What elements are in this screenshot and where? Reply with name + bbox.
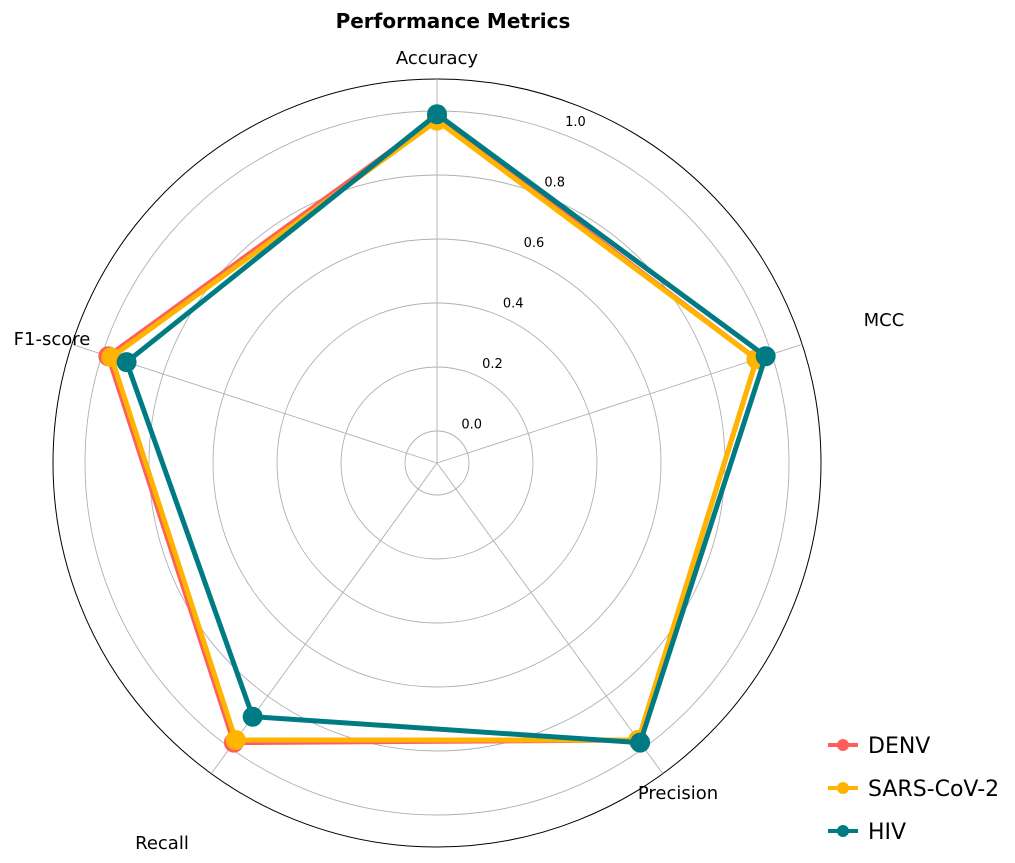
radar-grid: 0.0 0.2 0.4 0.6 0.8 1.0 [52,78,822,848]
axis-label: Precision [638,783,718,804]
axis-label: MCC [864,310,905,331]
legend: DENV SARS-CoV-2 HIV [828,734,999,845]
legend-label: HIV [868,820,906,845]
series-point [225,730,246,751]
chart-title: Performance Metrics [336,9,571,33]
r-tick-label: 0.0 [461,418,482,433]
series-point [755,346,776,367]
radar-series [98,104,776,753]
r-tick-label: 0.6 [524,236,545,251]
legend-marker [837,782,849,794]
axis-label: F1-score [14,329,91,350]
series-point [630,732,651,753]
legend-label: DENV [868,734,930,759]
legend-marker [837,739,849,751]
series-line [124,112,769,746]
series-point [242,706,263,727]
r-tick-label: 0.8 [544,176,565,191]
series-point [101,347,122,368]
r-tick-label: 1.0 [565,115,586,130]
axis-label: Recall [135,833,189,854]
legend-marker [837,825,849,837]
series-point [116,352,137,373]
grid-spoke [436,343,803,464]
series-point [427,104,447,125]
axis-label: Accuracy [396,48,479,69]
series-line [108,118,760,743]
legend-label: SARS-CoV-2 [868,777,999,802]
grid-spoke [436,462,664,774]
axis-labels: Accuracy MCC Precision Recall F1-score [14,48,905,854]
r-tick-label: 0.4 [503,297,524,312]
r-tick-label: 0.2 [482,357,503,372]
